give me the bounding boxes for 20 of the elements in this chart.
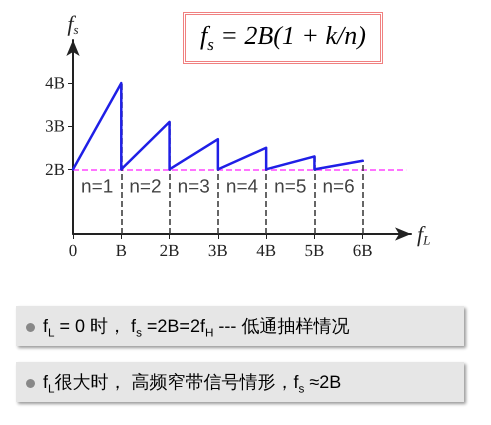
y-tick-label: 2B (45, 160, 65, 179)
annotation: n=4 (226, 176, 259, 198)
text: f$_{L}$ = 0 时， f$_{s}$ =2B=2f$_{H}$ --- 低通抽样情况 (16, 306, 464, 346)
text: f$_{L}$很大时， 高频窄带信号情形，f$_{s}$ ≈2B (16, 362, 464, 402)
annotation: n=5 (274, 176, 306, 198)
x-tick-label: 2B (160, 241, 180, 260)
annotation: n=6 (322, 176, 355, 198)
x-tick-label: 5B (304, 241, 324, 260)
y-tick-label: 4B (45, 74, 65, 93)
annotation: n=3 (178, 176, 210, 198)
annotation: n=2 (129, 176, 162, 198)
x-tick-label: 4B (256, 241, 276, 260)
x-tick-label: 0 (68, 241, 78, 260)
x-tick-label: B (116, 241, 127, 260)
annotation: n=1 (81, 176, 114, 198)
x-tick-label: 6B (352, 241, 373, 260)
line-series (72, 82, 364, 171)
x-tick-label: 3B (208, 241, 228, 260)
y-tick-label: 3B (45, 116, 65, 136)
chart-title: f$_{s}$ = 2B(1 + k/n) (183, 12, 383, 64)
